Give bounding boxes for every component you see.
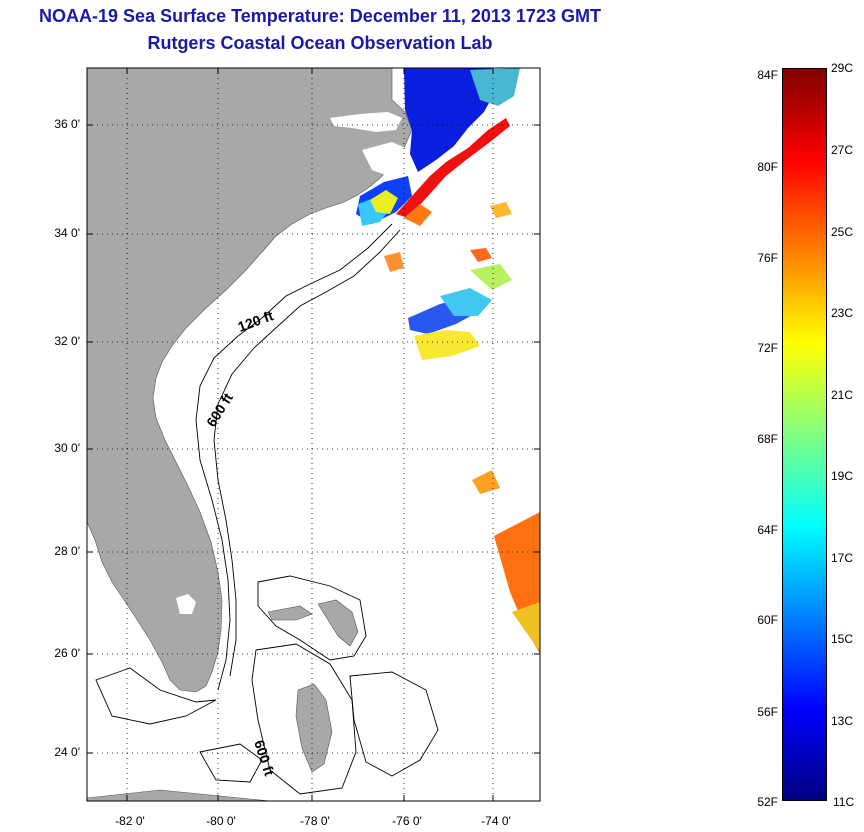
sst-yellow-nc bbox=[370, 190, 398, 214]
contour-bahamas-b bbox=[251, 643, 357, 795]
lat-label-34: 34 0' bbox=[54, 226, 80, 240]
map-subtitle: Rutgers Coastal Ocean Observation Lab bbox=[147, 33, 493, 53]
colorbar-f-76: 76F bbox=[757, 251, 778, 265]
sst-band-green bbox=[470, 264, 512, 290]
sst-cold-nc bbox=[404, 68, 496, 172]
albemarle-sound bbox=[330, 112, 402, 132]
us-mainland bbox=[87, 68, 413, 693]
bahamas-andros bbox=[295, 683, 333, 773]
colorbar-c-29: 29C bbox=[831, 61, 854, 75]
contour-120ft bbox=[195, 223, 393, 691]
contour-600ft bbox=[213, 229, 401, 677]
colorbar-c-23: 23C bbox=[831, 306, 854, 320]
lon-label-80: -80 0' bbox=[206, 814, 236, 828]
colorbar-c-27: 27C bbox=[831, 143, 854, 157]
colorbar-c-11: 11C bbox=[833, 795, 855, 809]
sst-gulfstream-orange bbox=[404, 204, 432, 226]
colorbar-f-56: 56F bbox=[757, 705, 778, 719]
colorbar-f-52: 52F bbox=[757, 795, 778, 809]
sst-south-yellow bbox=[512, 602, 540, 652]
temperature-colorbar bbox=[782, 68, 827, 801]
colorbar-f-68: 68F bbox=[757, 432, 778, 446]
sst-band-cyan bbox=[440, 288, 492, 316]
sst-scatter-1 bbox=[470, 248, 492, 262]
lon-label-78: -78 0' bbox=[300, 814, 330, 828]
sst-teal-offshore bbox=[470, 68, 520, 106]
lon-label-82: -82 0' bbox=[115, 814, 145, 828]
lat-label-32: 32 0' bbox=[54, 334, 80, 348]
sst-band-yellow bbox=[414, 330, 480, 360]
lon-label-74: -74 0' bbox=[481, 814, 511, 828]
colorbar-f-60: 60F bbox=[757, 613, 778, 627]
map-grid bbox=[87, 68, 540, 801]
contour-keys bbox=[95, 667, 217, 725]
contour-bahamas-d bbox=[199, 743, 263, 783]
colorbar-c-21: 21C bbox=[831, 388, 854, 402]
map-title: NOAA-19 Sea Surface Temperature: Decembe… bbox=[39, 6, 601, 26]
colorbar-c-25: 25C bbox=[831, 225, 854, 239]
colorbar-f-64: 64F bbox=[757, 523, 778, 537]
lon-label-76: -76 0' bbox=[392, 814, 422, 828]
map-ticks bbox=[87, 68, 540, 801]
lat-label-26: 26 0' bbox=[54, 646, 80, 660]
sst-scatter-2 bbox=[490, 202, 512, 218]
map-frame bbox=[86, 67, 541, 802]
lat-label-28: 28 0' bbox=[54, 544, 80, 558]
pamlico-sound bbox=[362, 142, 410, 176]
lat-label-24: 24 0' bbox=[54, 745, 80, 759]
bahamas-grand bbox=[267, 605, 313, 621]
colorbar-f-80: 80F bbox=[757, 160, 778, 174]
lat-label-30: 30 0' bbox=[54, 441, 80, 455]
colorbar-c-19: 19C bbox=[831, 469, 854, 483]
bahamas-abaco bbox=[317, 599, 359, 647]
colorbar-c-17: 17C bbox=[831, 551, 854, 565]
lake-okeechobee bbox=[176, 594, 196, 614]
colorbar-f-84: 84F bbox=[757, 68, 778, 82]
colorbar-c-15: 15C bbox=[831, 632, 854, 646]
sst-gulfstream-red bbox=[396, 118, 510, 218]
colorbar-f-72: 72F bbox=[757, 341, 778, 355]
colorbar-c-13: 13C bbox=[831, 714, 854, 728]
contour-bahamas-a bbox=[257, 575, 367, 661]
sst-scatter-3 bbox=[384, 252, 404, 272]
cuba bbox=[87, 789, 274, 801]
contour-bahamas-c bbox=[349, 671, 439, 777]
lat-label-36: 36 0' bbox=[54, 117, 80, 131]
